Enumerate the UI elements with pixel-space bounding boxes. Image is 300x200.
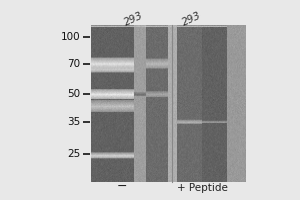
Text: 70: 70 (67, 59, 80, 69)
Text: −: − (116, 180, 127, 193)
Text: 50: 50 (67, 89, 80, 99)
Text: 100: 100 (61, 32, 80, 42)
Text: 293: 293 (122, 10, 145, 28)
Text: 25: 25 (67, 149, 80, 159)
Text: + Peptide: + Peptide (177, 183, 228, 193)
Text: 293: 293 (181, 10, 203, 28)
Text: 35: 35 (67, 117, 80, 127)
